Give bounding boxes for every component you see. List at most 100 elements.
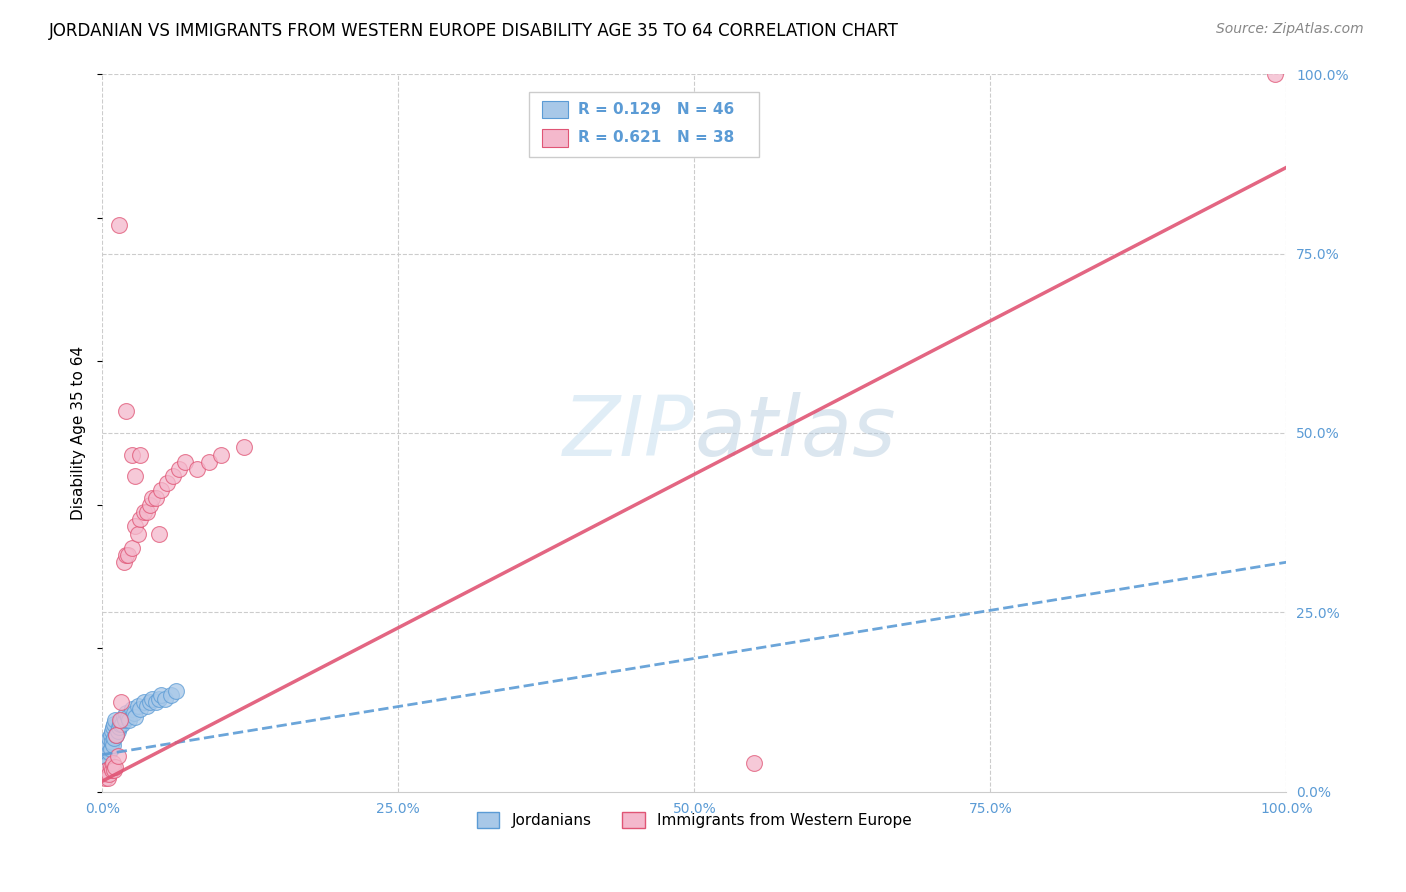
Point bbox=[153, 691, 176, 706]
Point bbox=[118, 713, 141, 727]
Text: JORDANIAN VS IMMIGRANTS FROM WESTERN EUROPE DISABILITY AGE 35 TO 64 CORRELATION : JORDANIAN VS IMMIGRANTS FROM WESTERN EUR… bbox=[49, 22, 898, 40]
Point bbox=[127, 698, 149, 713]
Point bbox=[100, 760, 122, 774]
Point bbox=[107, 720, 129, 734]
Point bbox=[156, 476, 179, 491]
Point bbox=[96, 735, 118, 749]
Point bbox=[112, 555, 135, 569]
Point bbox=[100, 735, 122, 749]
Text: R = 0.621   N = 38: R = 0.621 N = 38 bbox=[578, 130, 734, 145]
Point bbox=[162, 469, 184, 483]
Point bbox=[165, 684, 187, 698]
Point bbox=[103, 716, 125, 731]
Point bbox=[98, 746, 121, 760]
Y-axis label: Disability Age 35 to 64: Disability Age 35 to 64 bbox=[72, 346, 86, 520]
Point bbox=[94, 753, 117, 767]
Point bbox=[117, 709, 139, 723]
Point bbox=[209, 448, 232, 462]
Point bbox=[150, 483, 173, 498]
Point bbox=[94, 767, 117, 781]
Point bbox=[105, 727, 128, 741]
Point bbox=[93, 749, 115, 764]
Point bbox=[93, 771, 115, 785]
Point bbox=[121, 702, 143, 716]
Point bbox=[167, 462, 190, 476]
Text: atlas: atlas bbox=[695, 392, 896, 474]
Point bbox=[117, 548, 139, 562]
Point bbox=[127, 526, 149, 541]
Point bbox=[104, 760, 127, 774]
Point bbox=[110, 695, 132, 709]
Point bbox=[121, 541, 143, 555]
Point bbox=[150, 688, 173, 702]
Point bbox=[100, 742, 122, 756]
Point bbox=[100, 727, 122, 741]
Point bbox=[742, 756, 765, 771]
Point bbox=[108, 716, 131, 731]
FancyBboxPatch shape bbox=[541, 129, 568, 146]
Point bbox=[124, 709, 146, 723]
Point bbox=[148, 691, 170, 706]
Point bbox=[198, 455, 221, 469]
Point bbox=[115, 404, 138, 418]
Point bbox=[141, 691, 163, 706]
Point bbox=[115, 706, 138, 720]
Point bbox=[138, 498, 160, 512]
FancyBboxPatch shape bbox=[529, 92, 759, 157]
Point bbox=[108, 713, 131, 727]
Point bbox=[129, 448, 152, 462]
Point bbox=[98, 767, 121, 781]
Text: Source: ZipAtlas.com: Source: ZipAtlas.com bbox=[1216, 22, 1364, 37]
Point bbox=[96, 746, 118, 760]
Legend: Jordanians, Immigrants from Western Europe: Jordanians, Immigrants from Western Euro… bbox=[471, 806, 918, 835]
Point bbox=[145, 695, 167, 709]
Point bbox=[100, 764, 122, 778]
Point bbox=[97, 756, 120, 771]
Point bbox=[132, 505, 155, 519]
Point bbox=[101, 756, 124, 771]
Point bbox=[103, 764, 125, 778]
Point bbox=[112, 709, 135, 723]
Point bbox=[138, 695, 160, 709]
Point bbox=[110, 713, 132, 727]
Point bbox=[136, 698, 159, 713]
Point bbox=[98, 731, 121, 745]
Text: ZIP: ZIP bbox=[562, 392, 695, 474]
Point bbox=[101, 739, 124, 753]
Point bbox=[160, 688, 183, 702]
Point bbox=[136, 505, 159, 519]
Point bbox=[100, 723, 122, 738]
Point bbox=[145, 491, 167, 505]
Point bbox=[186, 462, 208, 476]
Point bbox=[103, 731, 125, 745]
Point bbox=[148, 526, 170, 541]
Point bbox=[111, 716, 134, 731]
Point bbox=[101, 720, 124, 734]
Point bbox=[129, 702, 152, 716]
FancyBboxPatch shape bbox=[541, 101, 568, 118]
Text: R = 0.129   N = 46: R = 0.129 N = 46 bbox=[578, 102, 734, 117]
Point bbox=[94, 742, 117, 756]
Point bbox=[115, 548, 138, 562]
Point bbox=[132, 695, 155, 709]
Point bbox=[174, 455, 197, 469]
Point bbox=[107, 218, 129, 232]
Point bbox=[1264, 67, 1286, 81]
Point bbox=[107, 723, 129, 738]
Point bbox=[94, 764, 117, 778]
Point bbox=[107, 749, 129, 764]
Point bbox=[97, 739, 120, 753]
Point bbox=[141, 491, 163, 505]
Point bbox=[121, 448, 143, 462]
Point bbox=[96, 764, 118, 778]
Point bbox=[129, 512, 152, 526]
Point bbox=[97, 771, 120, 785]
Point bbox=[122, 706, 145, 720]
Point bbox=[105, 727, 128, 741]
Point bbox=[114, 713, 136, 727]
Point bbox=[124, 519, 146, 533]
Point bbox=[124, 469, 146, 483]
Point bbox=[93, 767, 115, 781]
Point bbox=[233, 441, 256, 455]
Point bbox=[104, 713, 127, 727]
